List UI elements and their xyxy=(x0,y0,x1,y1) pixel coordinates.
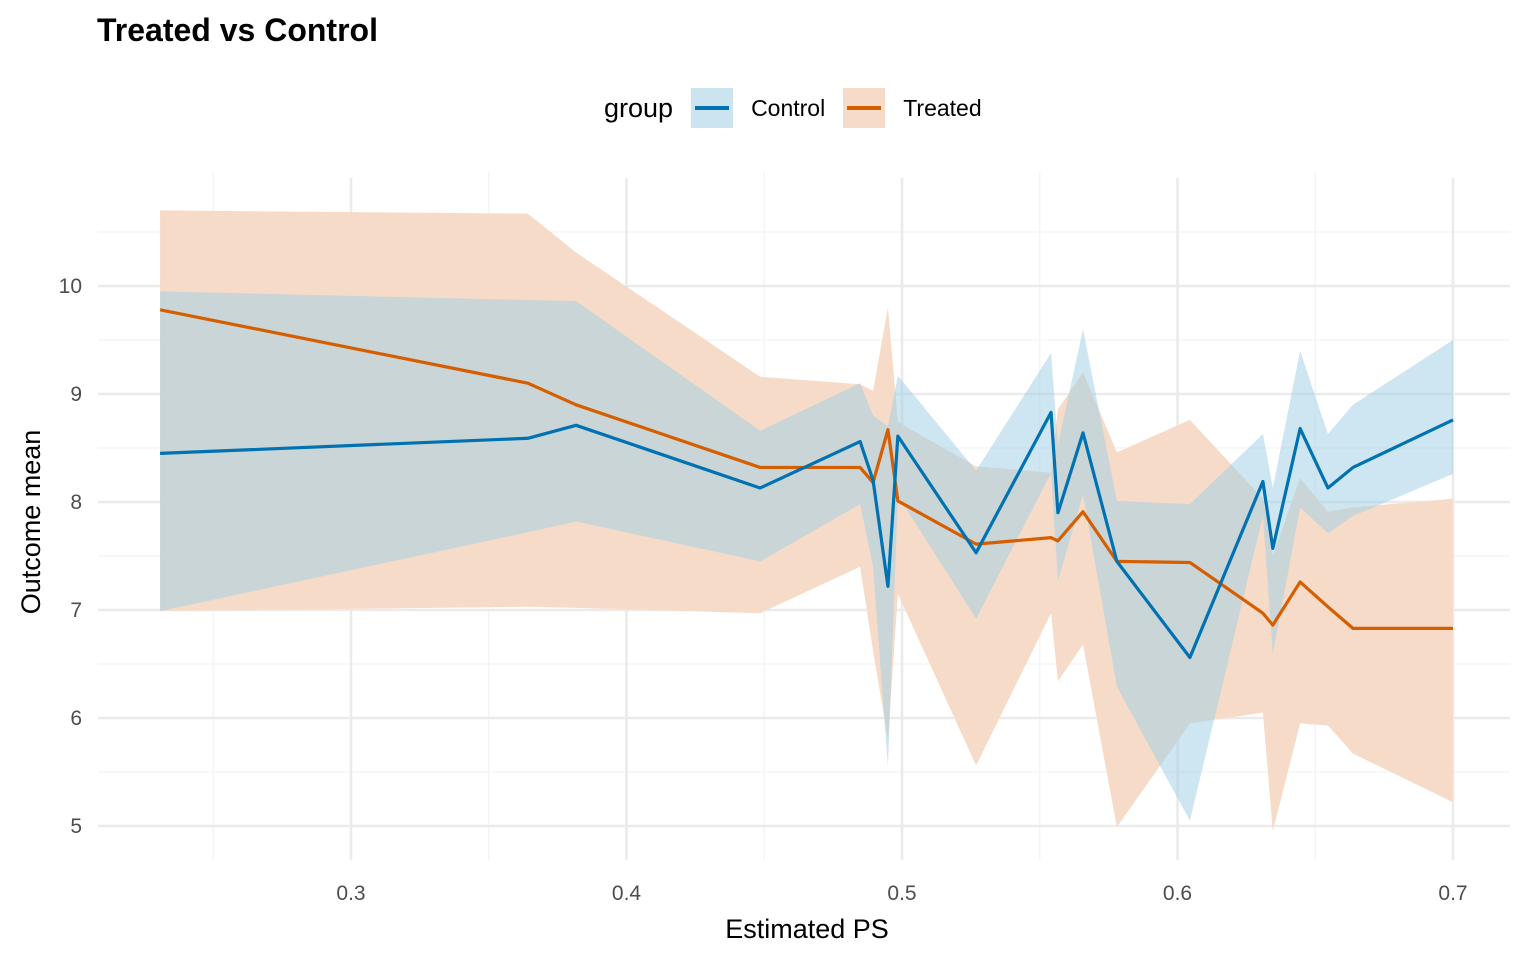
line-treated xyxy=(159,308,1453,630)
confidence-ribbons xyxy=(160,210,1454,832)
x-tick-label: 0.5 xyxy=(887,882,916,905)
ribbon-control xyxy=(160,291,1454,821)
y-tick-label: 9 xyxy=(70,383,82,406)
legend-key-control xyxy=(691,88,734,128)
legend-label-treated: Treated xyxy=(903,94,982,121)
x-axis-label: Estimated PS xyxy=(725,914,889,944)
line-control xyxy=(160,410,1454,660)
legend: group Control Treated xyxy=(604,88,1000,128)
y-tick-label: 10 xyxy=(59,275,82,298)
series-lines xyxy=(159,308,1454,660)
chart-title: Treated vs Control xyxy=(97,12,378,48)
x-tick-label: 0.3 xyxy=(336,882,365,905)
legend-key-treated xyxy=(843,88,886,128)
y-tick-label: 6 xyxy=(70,707,82,730)
x-tick-label: 0.7 xyxy=(1438,882,1467,905)
x-tick-labels: 0.3 0.4 0.5 0.6 0.7 xyxy=(336,882,1467,905)
legend-title: group xyxy=(604,92,674,123)
y-tick-labels: 5 6 7 8 9 10 xyxy=(59,275,82,838)
x-tick-label: 0.4 xyxy=(612,882,642,905)
y-tick-label: 7 xyxy=(70,599,82,622)
x-tick-label: 0.6 xyxy=(1163,882,1192,905)
y-axis-label: Outcome mean xyxy=(16,430,46,615)
y-tick-label: 5 xyxy=(70,815,82,838)
y-tick-label: 8 xyxy=(70,491,82,514)
legend-label-control: Control xyxy=(751,94,826,121)
